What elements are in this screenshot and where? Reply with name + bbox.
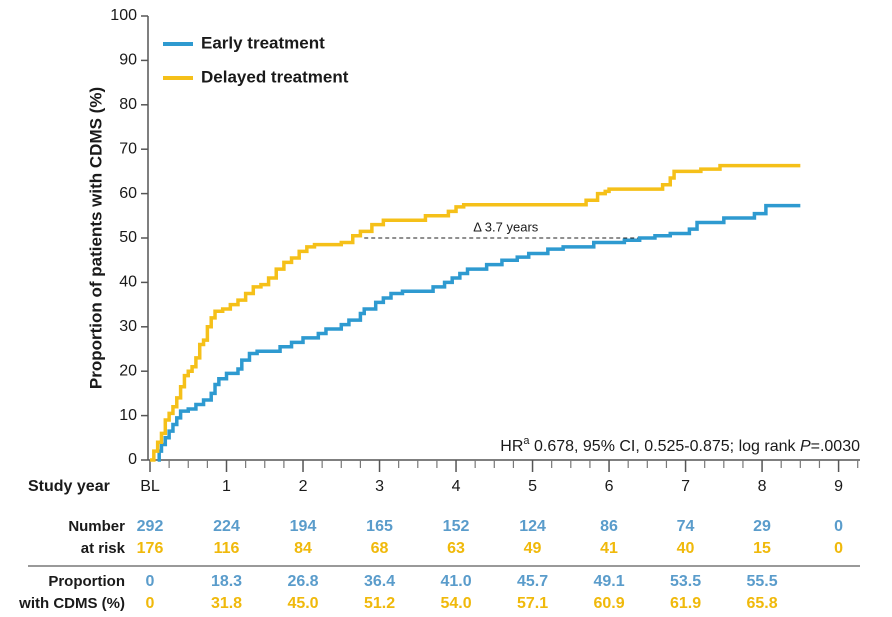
at-risk-value: 292	[137, 518, 164, 535]
row-label: Number	[68, 518, 125, 535]
x-tick-label: 7	[681, 478, 690, 495]
at-risk-value: 0	[834, 518, 843, 535]
at-risk-value: 40	[677, 540, 695, 557]
km-curve	[157, 203, 801, 462]
proportion-value: 36.4	[364, 573, 395, 590]
at-risk-value: 152	[443, 518, 470, 535]
y-tick-label: 10	[119, 407, 137, 424]
proportion-value: 53.5	[670, 573, 701, 590]
y-tick-label: 40	[119, 274, 137, 291]
proportion-value: 0	[146, 573, 155, 590]
at-risk-value: 63	[447, 540, 465, 557]
proportion-value: 55.5	[746, 573, 777, 590]
proportion-value: 65.8	[746, 595, 777, 612]
hr-text: HRa 0.678, 95% CI, 0.525-0.875; log rank…	[500, 435, 860, 455]
x-tick-label: 4	[452, 478, 461, 495]
at-risk-value: 74	[677, 518, 695, 535]
x-tick-label: 6	[605, 478, 614, 495]
row-label: at risk	[81, 540, 126, 557]
at-risk-value: 224	[213, 518, 240, 535]
x-tick-label: BL	[140, 478, 160, 495]
at-risk-value: 0	[834, 540, 843, 557]
y-tick-label: 0	[128, 451, 137, 468]
x-tick-label: 8	[758, 478, 767, 495]
at-risk-value: 84	[294, 540, 312, 557]
at-risk-value: 194	[290, 518, 317, 535]
at-risk-value: 124	[519, 518, 546, 535]
at-risk-value: 15	[753, 540, 771, 557]
at-risk-value: 86	[600, 518, 618, 535]
y-tick-label: 100	[110, 7, 137, 24]
legend-label: Delayed treatment	[201, 67, 349, 86]
x-tick-label: 1	[222, 478, 231, 495]
at-risk-value: 116	[214, 540, 240, 557]
proportion-value: 60.9	[593, 595, 624, 612]
row-label: with CDMS (%)	[18, 595, 125, 612]
legend-label: Early treatment	[201, 33, 325, 52]
y-axis-label: Proportion of patients with CDMS (%)	[86, 87, 105, 389]
proportion-value: 54.0	[440, 595, 471, 612]
proportion-value: 0	[146, 595, 155, 612]
proportion-value: 57.1	[517, 595, 548, 612]
at-risk-value: 49	[524, 540, 542, 557]
at-risk-value: 68	[371, 540, 389, 557]
x-tick-label: 2	[299, 478, 308, 495]
y-tick-label: 30	[119, 318, 137, 335]
x-tick-label: 3	[375, 478, 384, 495]
proportion-value: 45.7	[517, 573, 548, 590]
x-tick-label: 9	[834, 478, 843, 495]
proportion-value: 45.0	[287, 595, 318, 612]
row-label: Proportion	[48, 573, 125, 590]
proportion-value: 61.9	[670, 595, 701, 612]
y-tick-label: 70	[119, 140, 137, 157]
y-tick-label: 90	[119, 52, 137, 69]
proportion-value: 49.1	[593, 573, 624, 590]
at-risk-value: 165	[366, 518, 393, 535]
proportion-value: 41.0	[440, 573, 471, 590]
x-axis-label: Study year	[28, 478, 110, 495]
y-tick-label: 20	[119, 362, 137, 379]
x-tick-label: 5	[528, 478, 537, 495]
y-tick-label: 60	[119, 185, 137, 202]
annotation-text: Δ 3.7 years	[473, 219, 539, 234]
at-risk-value: 29	[753, 518, 771, 535]
y-tick-label: 50	[119, 229, 137, 246]
at-risk-value: 41	[600, 540, 618, 557]
at-risk-value: 176	[137, 540, 164, 557]
proportion-value: 51.2	[364, 595, 395, 612]
km-curve	[150, 163, 801, 462]
proportion-value: 18.3	[211, 573, 242, 590]
proportion-value: 26.8	[287, 573, 318, 590]
y-tick-label: 80	[119, 96, 137, 113]
proportion-value: 31.8	[211, 595, 242, 612]
